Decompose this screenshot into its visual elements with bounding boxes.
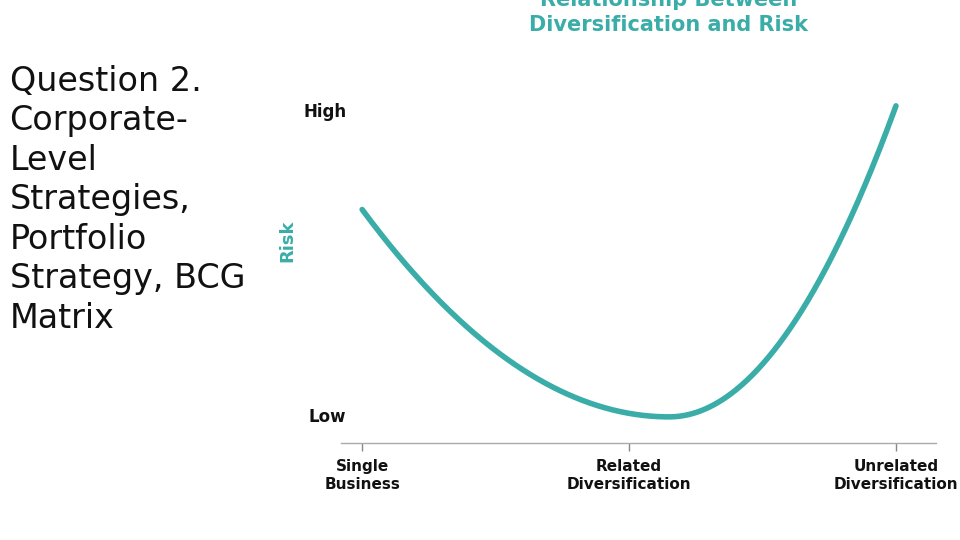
Text: Relationship Between
Diversification and Risk: Relationship Between Diversification and… <box>529 0 807 35</box>
Text: Risk: Risk <box>278 219 297 262</box>
Text: Low: Low <box>308 408 347 426</box>
Text: Question 2.
Corporate-
Level
Strategies,
Portfolio
Strategy, BCG
Matrix: Question 2. Corporate- Level Strategies,… <box>10 65 245 335</box>
Text: High: High <box>303 103 347 122</box>
